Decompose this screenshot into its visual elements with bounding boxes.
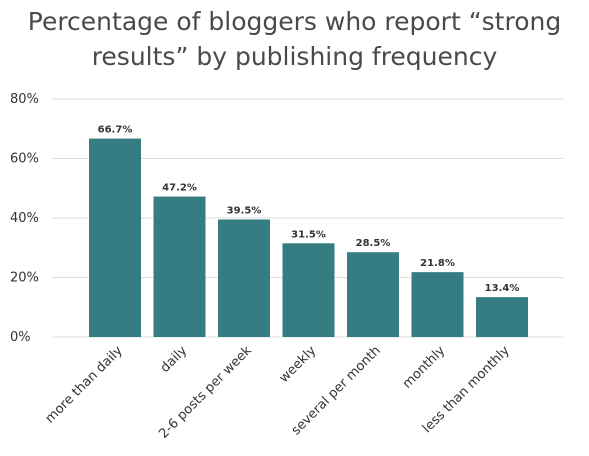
bar bbox=[89, 138, 141, 337]
bar bbox=[282, 243, 335, 337]
data-label: 39.5% bbox=[227, 205, 262, 216]
y-tick-label: 60% bbox=[10, 152, 39, 167]
chart-title-line-2: results” by publishing frequency bbox=[91, 42, 498, 71]
bar bbox=[476, 297, 528, 337]
x-tick-label: daily bbox=[158, 343, 191, 376]
data-label: 66.7% bbox=[98, 125, 133, 136]
bar bbox=[347, 252, 399, 337]
data-label: 21.8% bbox=[420, 258, 455, 269]
y-tick-label: 80% bbox=[10, 92, 39, 107]
bar bbox=[218, 219, 270, 337]
bar bbox=[411, 272, 464, 337]
y-tick-label: 20% bbox=[10, 271, 39, 286]
bar bbox=[153, 196, 206, 337]
x-tick-label: more than daily bbox=[43, 343, 126, 426]
y-tick-label: 40% bbox=[10, 211, 39, 226]
chart-title: Percentage of bloggers who report “stron… bbox=[0, 4, 589, 74]
data-label: 28.5% bbox=[356, 238, 391, 249]
x-tick-label: weekly bbox=[277, 343, 320, 386]
chart-title-line-1: Percentage of bloggers who report “stron… bbox=[27, 7, 562, 36]
data-label: 13.4% bbox=[485, 283, 520, 294]
data-label: 31.5% bbox=[291, 229, 326, 240]
data-label: 47.2% bbox=[162, 183, 197, 194]
x-tick-label: monthly bbox=[400, 343, 449, 392]
y-tick-label: 0% bbox=[10, 330, 31, 345]
